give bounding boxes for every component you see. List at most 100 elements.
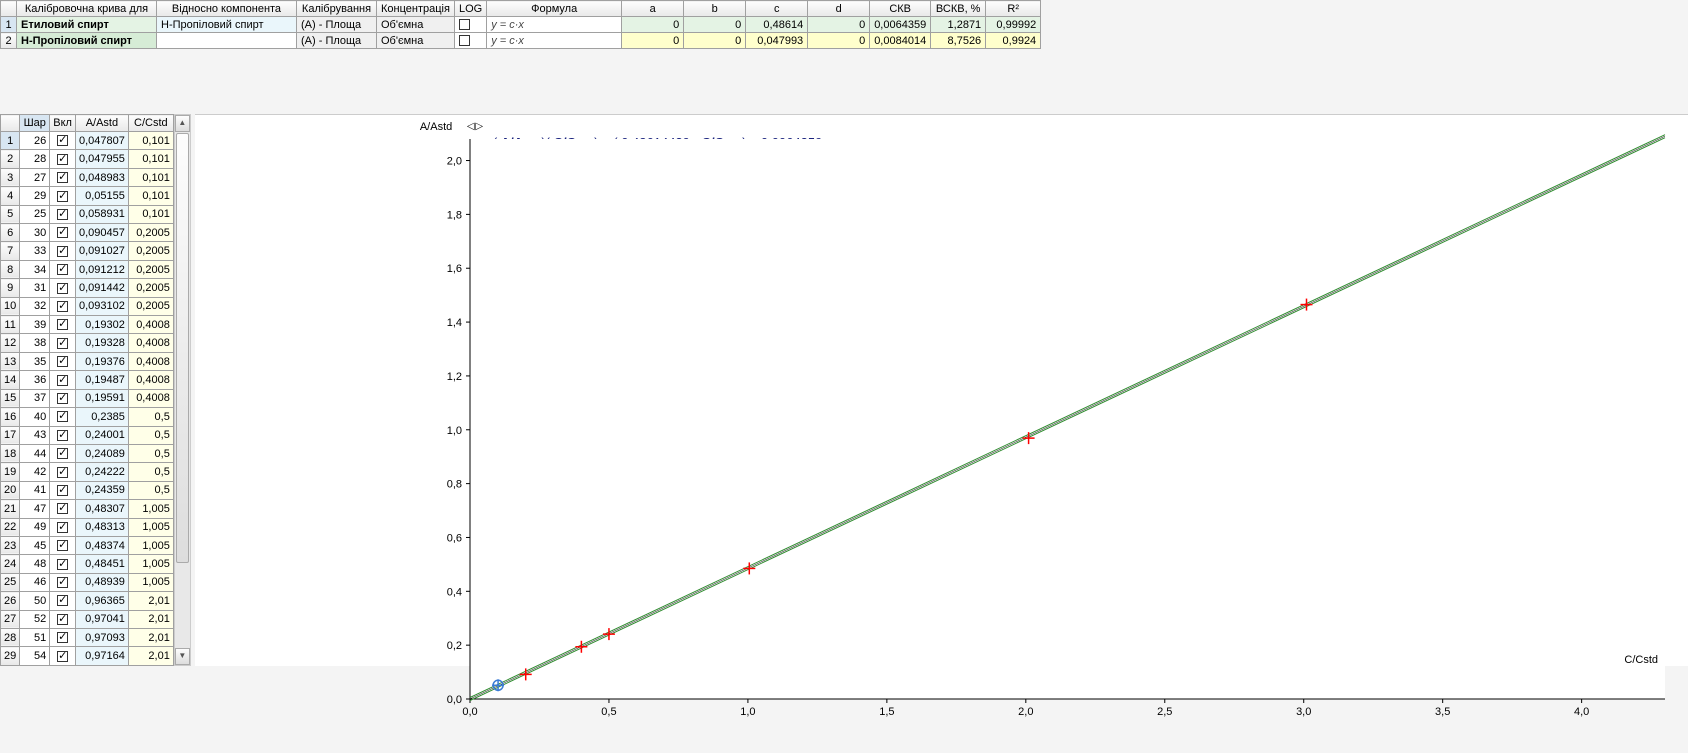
table-row[interactable]: 23450,483741,005: [1, 536, 174, 554]
column-header[interactable]: Калібрування: [297, 1, 377, 17]
include-checkbox[interactable]: [57, 522, 68, 533]
row-number[interactable]: 13: [1, 352, 20, 370]
table-row[interactable]: 7330,0910270,2005: [1, 242, 174, 260]
table-row[interactable]: 3270,0489830,101: [1, 168, 174, 186]
table-row[interactable]: 29540,971642,01: [1, 647, 174, 666]
row-number[interactable]: 19: [1, 463, 20, 481]
include-checkbox[interactable]: [57, 209, 68, 220]
table-row[interactable]: 16400,23850,5: [1, 408, 174, 426]
include-checkbox[interactable]: [57, 356, 68, 367]
log-checkbox[interactable]: [459, 35, 470, 46]
row-number[interactable]: 16: [1, 408, 20, 426]
column-header[interactable]: СКВ: [870, 1, 931, 17]
table-row[interactable]: 18440,240890,5: [1, 444, 174, 462]
include-checkbox[interactable]: [57, 651, 68, 662]
column-header[interactable]: Шар: [20, 115, 50, 132]
column-header[interactable]: Вкл: [50, 115, 76, 132]
row-number[interactable]: 14: [1, 371, 20, 389]
table-row[interactable]: 5250,0589310,101: [1, 205, 174, 223]
include-checkbox[interactable]: [57, 577, 68, 588]
include-checkbox[interactable]: [57, 448, 68, 459]
include-checkbox[interactable]: [57, 283, 68, 294]
include-checkbox[interactable]: [57, 135, 68, 146]
table-row[interactable]: 28510,970932,01: [1, 628, 174, 646]
scroll-thumb[interactable]: [176, 133, 189, 563]
row-number[interactable]: 12: [1, 334, 20, 352]
include-checkbox[interactable]: [57, 503, 68, 514]
table-row[interactable]: 19420,242220,5: [1, 463, 174, 481]
row-number[interactable]: 7: [1, 242, 20, 260]
calibration-table[interactable]: Калібровочна крива дляВідносно компонент…: [0, 0, 1041, 49]
column-header[interactable]: R²: [986, 1, 1041, 17]
data-points-table[interactable]: ШарВклA/AstdC/Cstd 1260,0478070,1012280,…: [0, 114, 174, 666]
column-header[interactable]: Калібровочна крива для: [17, 1, 157, 17]
row-number[interactable]: 17: [1, 426, 20, 444]
table-row[interactable]: 26500,963652,01: [1, 592, 174, 610]
include-checkbox[interactable]: [57, 172, 68, 183]
table-row[interactable]: 13350,193760,4008: [1, 352, 174, 370]
include-checkbox[interactable]: [57, 485, 68, 496]
column-header[interactable]: c: [746, 1, 808, 17]
table-row[interactable]: 21470,483071,005: [1, 500, 174, 518]
table-row[interactable]: 27520,970412,01: [1, 610, 174, 628]
row-number[interactable]: 29: [1, 647, 20, 666]
table-row[interactable]: 2Н-Пропіловий спирт(A) - ПлощаОб'ємнаy =…: [1, 33, 1041, 49]
column-header[interactable]: Концентрація: [377, 1, 455, 17]
table-row[interactable]: 24480,484511,005: [1, 555, 174, 573]
include-checkbox[interactable]: [57, 264, 68, 275]
column-header[interactable]: Формула: [487, 1, 622, 17]
table-row[interactable]: 11390,193020,4008: [1, 316, 174, 334]
row-number[interactable]: 8: [1, 260, 20, 278]
column-header[interactable]: C/Cstd: [128, 115, 173, 132]
include-checkbox[interactable]: [57, 559, 68, 570]
chart-toggle-icon[interactable]: ◁ ▷: [467, 121, 482, 132]
row-number[interactable]: 1: [1, 17, 17, 33]
include-checkbox[interactable]: [57, 246, 68, 257]
row-number[interactable]: 6: [1, 224, 20, 242]
row-number[interactable]: 11: [1, 316, 20, 334]
table-row[interactable]: 1Етиловий спиртН-Пропіловий спирт(A) - П…: [1, 17, 1041, 33]
include-checkbox[interactable]: [57, 154, 68, 165]
include-checkbox[interactable]: [57, 191, 68, 202]
row-number[interactable]: 23: [1, 536, 20, 554]
row-number[interactable]: 2: [1, 33, 17, 49]
row-number[interactable]: 26: [1, 592, 20, 610]
table-row[interactable]: 10320,0931020,2005: [1, 297, 174, 315]
table-row[interactable]: 12380,193280,4008: [1, 334, 174, 352]
scroll-up-arrow[interactable]: ▲: [175, 115, 190, 132]
include-checkbox[interactable]: [57, 632, 68, 643]
row-number[interactable]: 22: [1, 518, 20, 536]
column-header[interactable]: b: [684, 1, 746, 17]
column-header[interactable]: d: [808, 1, 870, 17]
row-number[interactable]: 4: [1, 187, 20, 205]
include-checkbox[interactable]: [57, 467, 68, 478]
include-checkbox[interactable]: [57, 393, 68, 404]
table-row[interactable]: 2280,0479550,101: [1, 150, 174, 168]
row-number[interactable]: 15: [1, 389, 20, 407]
row-number[interactable]: 24: [1, 555, 20, 573]
row-number[interactable]: 18: [1, 444, 20, 462]
table-row[interactable]: 4290,051550,101: [1, 187, 174, 205]
include-checkbox[interactable]: [57, 411, 68, 422]
scroll-down-arrow[interactable]: ▼: [175, 648, 190, 665]
row-number[interactable]: 1: [1, 132, 20, 150]
row-number[interactable]: 25: [1, 573, 20, 591]
table-row[interactable]: 17430,240010,5: [1, 426, 174, 444]
include-checkbox[interactable]: [57, 338, 68, 349]
row-number[interactable]: 28: [1, 628, 20, 646]
table-row[interactable]: 6300,0904570,2005: [1, 224, 174, 242]
table-row[interactable]: 25460,489391,005: [1, 573, 174, 591]
include-checkbox[interactable]: [57, 595, 68, 606]
table-row[interactable]: 14360,194870,4008: [1, 371, 174, 389]
include-checkbox[interactable]: [57, 540, 68, 551]
table-row[interactable]: 1260,0478070,101: [1, 132, 174, 150]
column-header[interactable]: Відносно компонента: [157, 1, 297, 17]
include-checkbox[interactable]: [57, 319, 68, 330]
row-number[interactable]: 2: [1, 150, 20, 168]
table-row[interactable]: 8340,0912120,2005: [1, 260, 174, 278]
table-row[interactable]: 22490,483131,005: [1, 518, 174, 536]
include-checkbox[interactable]: [57, 301, 68, 312]
include-checkbox[interactable]: [57, 375, 68, 386]
row-number[interactable]: 5: [1, 205, 20, 223]
row-number[interactable]: 20: [1, 481, 20, 499]
